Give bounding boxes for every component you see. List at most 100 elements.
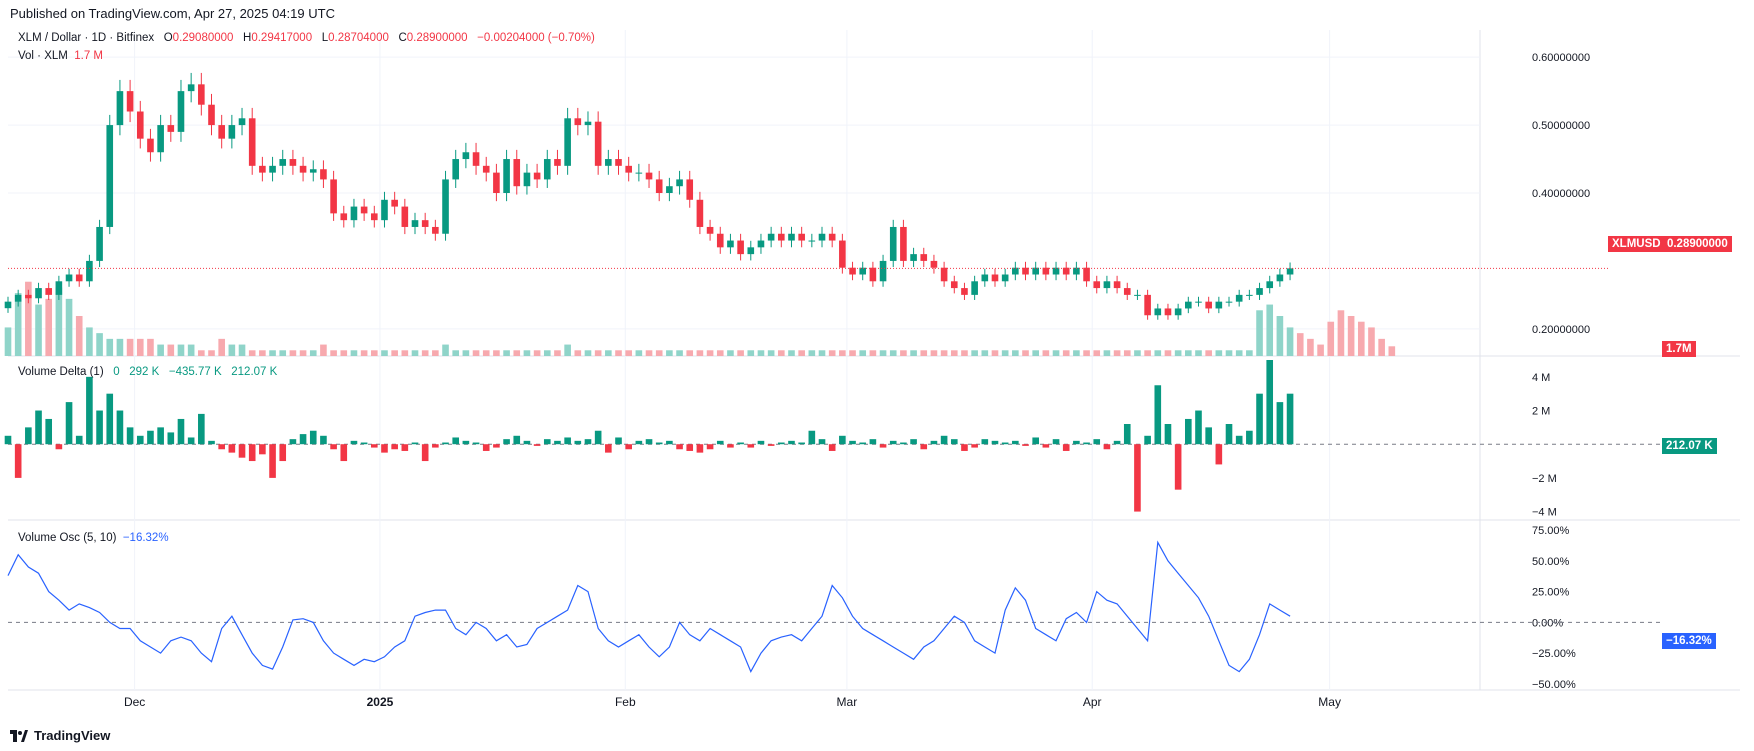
candle-body <box>635 172 643 174</box>
volume-bar <box>564 344 571 356</box>
delta-bar <box>14 444 22 478</box>
delta-value-3: −435.77 K <box>168 366 222 378</box>
volume-bar <box>25 281 32 356</box>
volume-bar <box>421 350 429 356</box>
candle-body <box>879 260 887 282</box>
volume-bar <box>716 350 724 356</box>
candle-body <box>75 274 83 282</box>
volume-bar <box>737 350 744 356</box>
delta-bar <box>564 437 571 445</box>
delta-bar <box>1062 444 1070 451</box>
delta-axis-label: −2 M <box>1532 473 1557 485</box>
close-value: 0.28900000 <box>406 32 468 44</box>
delta-bar <box>493 444 500 448</box>
symbol-title: XLM / Dollar · 1D · Bitfinex <box>18 32 155 44</box>
volume-bar <box>198 350 205 356</box>
candle-body <box>859 267 867 275</box>
candle-body <box>910 254 917 261</box>
candle-body <box>615 159 622 166</box>
volume-bar <box>289 350 297 356</box>
delta-bar <box>1205 427 1212 445</box>
osc-line <box>7 540 1291 673</box>
volume-label: Vol · XLM <box>18 50 68 62</box>
delta-bar <box>1174 444 1182 490</box>
time-axis-label: Mar <box>837 695 858 709</box>
delta-bar <box>350 440 358 445</box>
delta-bar <box>991 440 999 445</box>
candle-body <box>1205 301 1212 309</box>
delta-bar <box>625 444 632 450</box>
delta-bar <box>1022 444 1029 446</box>
volume-bar <box>248 350 256 356</box>
delta-bar <box>340 444 348 462</box>
delta-bar <box>1103 444 1111 450</box>
candle-body <box>991 274 999 282</box>
volume-bar <box>666 350 673 356</box>
volume-bar <box>238 344 246 356</box>
volume-bar <box>1185 350 1192 356</box>
candle-body <box>472 152 480 166</box>
delta-bar <box>788 440 795 445</box>
candle-body <box>482 165 490 173</box>
volume-bar <box>269 350 276 356</box>
volume-bar <box>1266 304 1274 356</box>
delta-bar <box>778 442 785 445</box>
candle-body <box>177 91 185 132</box>
time-axis-label: Apr <box>1083 695 1102 709</box>
delta-bar <box>747 444 755 448</box>
delta-value-1: 0 <box>113 366 120 378</box>
candle-body <box>421 220 429 227</box>
volume-bar <box>889 350 897 356</box>
volume-bar <box>788 350 795 356</box>
high-label: H <box>243 32 252 44</box>
volume-bar <box>940 350 948 356</box>
candle-body <box>96 226 103 261</box>
candle-body <box>543 159 551 180</box>
candle-body <box>981 274 989 282</box>
candle-body <box>1073 267 1080 275</box>
candle-body <box>930 260 938 268</box>
volume-bar <box>849 350 856 356</box>
volume-bar <box>1134 350 1141 356</box>
delta-bar <box>859 442 867 445</box>
volume-bar <box>1368 327 1375 356</box>
delta-bar <box>370 444 378 448</box>
price-axis-label: 0.50000000 <box>1532 120 1590 132</box>
delta-bar <box>279 444 287 462</box>
delta-bar <box>432 444 439 448</box>
candle-body <box>320 169 327 180</box>
candle-body <box>1113 281 1121 289</box>
candle-body <box>187 84 195 92</box>
candle-body <box>370 213 378 221</box>
volume-bar <box>1174 350 1182 356</box>
candle-body <box>788 233 795 241</box>
delta-bar <box>523 440 531 445</box>
delta-bar <box>177 418 185 445</box>
price-tag: XLMUSD 0.28900000 <box>1608 236 1732 252</box>
delta-bar <box>391 444 398 450</box>
candle-body <box>116 91 124 126</box>
candle-body <box>1256 288 1263 295</box>
candle-body <box>716 233 724 248</box>
volume-value: 1.7 M <box>74 50 104 62</box>
volume-bar <box>543 350 551 356</box>
volume-bar <box>493 350 500 356</box>
volume-bar <box>798 350 805 356</box>
volume-bar <box>35 304 42 356</box>
tradingview-logo[interactable]: TradingView <box>10 728 110 743</box>
volume-bar <box>1032 350 1039 356</box>
volume-bar <box>411 350 419 356</box>
volume-bar <box>462 350 470 356</box>
delta-bar <box>645 439 653 445</box>
candle-body <box>14 294 22 302</box>
candle-body <box>228 125 236 139</box>
volume-tag: 1.7M <box>1662 341 1696 357</box>
delta-bar <box>533 444 541 446</box>
candle-body <box>625 165 632 173</box>
candle-body <box>1286 268 1294 275</box>
delta-axis-label: −4 M <box>1532 507 1557 519</box>
delta-bar <box>961 444 968 451</box>
candle-body <box>391 199 398 207</box>
price-legend: XLM / Dollar · 1D · Bitfinex O0.29080000… <box>18 32 595 44</box>
